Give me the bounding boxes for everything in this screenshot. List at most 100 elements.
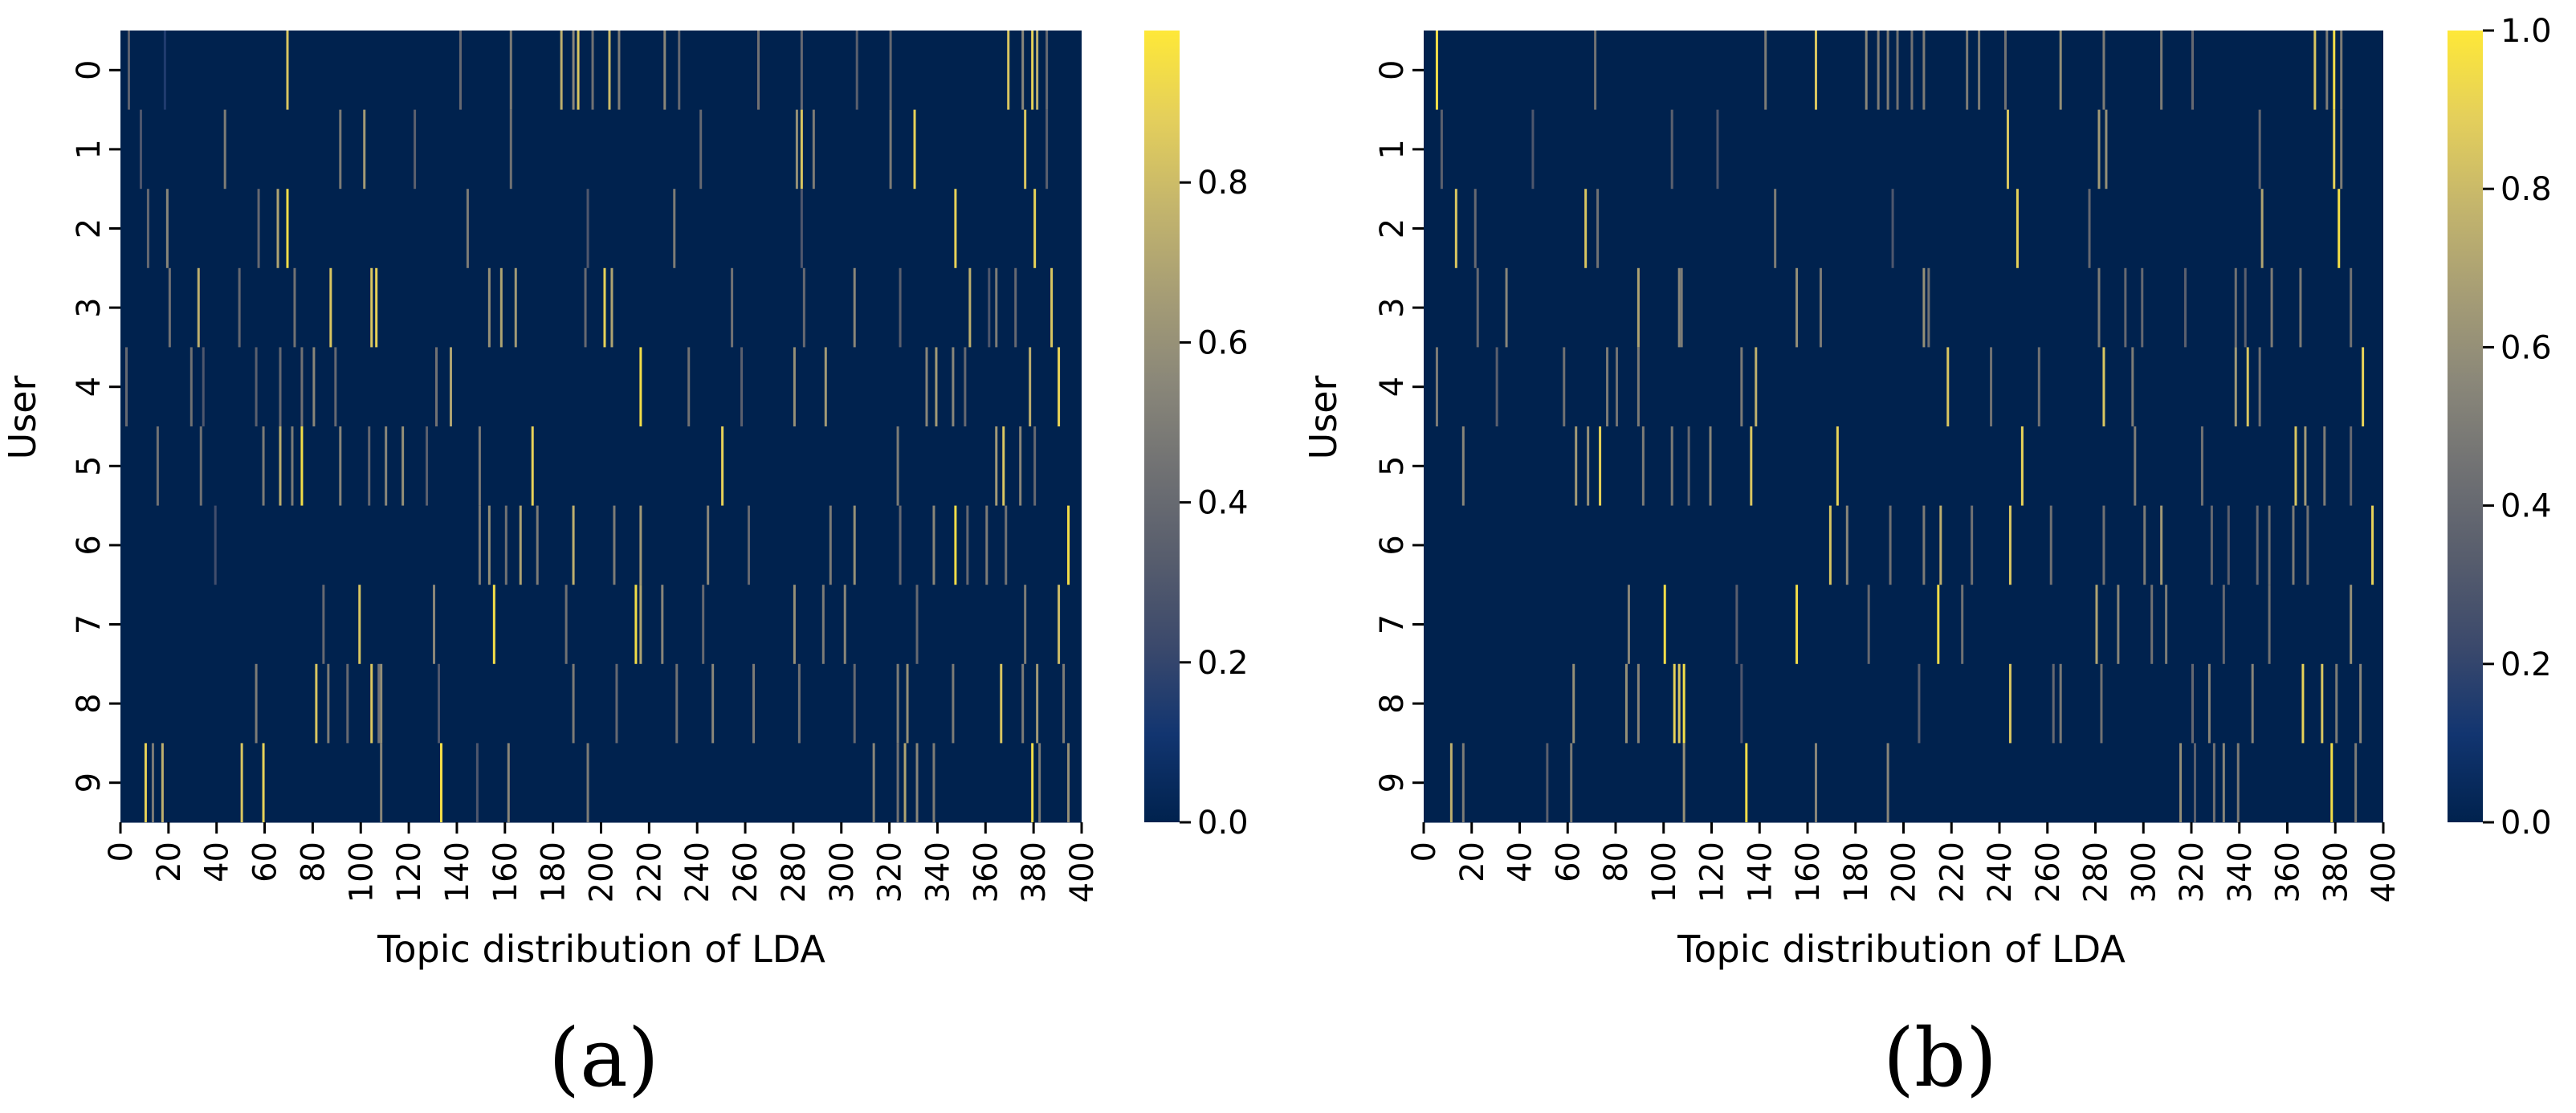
heatmap-cell [199, 426, 202, 506]
heatmap-cell [1599, 426, 1602, 506]
heatmap-cell [2354, 743, 2358, 822]
heatmap-cell [1461, 426, 1465, 506]
heatmap-cell [954, 189, 957, 268]
heatmap-cell [2323, 426, 2326, 506]
heatmap-cell [2359, 663, 2362, 744]
heatmap-cell [163, 31, 166, 110]
heatmap-cell [2256, 505, 2259, 585]
heatmap-cell [1021, 663, 1025, 744]
heatmap-cell [286, 189, 289, 268]
heatmap-cell [1636, 267, 1640, 348]
heatmap-cell [414, 109, 417, 190]
heatmap-cell [2350, 267, 2353, 348]
heatmap-cell [2260, 189, 2264, 268]
x-tick-label: 320 [872, 842, 909, 903]
x-tick-label: 20 [151, 842, 188, 883]
heatmap-cell [375, 267, 378, 348]
y-tick-label: 7 [1374, 614, 1411, 634]
heatmap-cell [293, 267, 296, 348]
colorbar-tick-label: 1.0 [2501, 13, 2552, 50]
heatmap-cell [2016, 189, 2019, 268]
y-tick-label: 2 [71, 218, 108, 238]
x-tick-label: 0 [103, 842, 140, 862]
heatmap-cell [1845, 505, 1848, 585]
heatmap-cell [1067, 505, 1070, 585]
heatmap-cell [985, 505, 988, 585]
heatmap-cell [380, 743, 383, 822]
heatmap-cell [2212, 743, 2215, 822]
heatmap-cell [466, 189, 469, 268]
heatmap-cell [800, 109, 803, 190]
heatmap-cell [401, 426, 405, 506]
heatmap-cell [2294, 426, 2297, 506]
heatmap-cell [190, 347, 193, 426]
heatmap-row-8 [1424, 663, 2383, 744]
y-tick-label: 5 [1374, 456, 1411, 476]
heatmap-cell [2251, 663, 2254, 744]
heatmap-cell [740, 347, 744, 426]
heatmap-cell [509, 31, 512, 110]
heatmap-cell [255, 663, 258, 744]
heatmap-cell [964, 347, 967, 426]
heatmap-cell [214, 505, 217, 585]
heatmap-cell [2301, 663, 2305, 744]
heatmap-row-6 [1424, 505, 2383, 585]
heatmap-cell [385, 426, 388, 506]
colorbar-tick-label: 0.6 [2501, 329, 2552, 366]
heatmap-cell [988, 267, 991, 348]
heatmap-cell [1745, 743, 1748, 822]
heatmap-cell [1021, 31, 1025, 110]
heatmap-cell [339, 109, 342, 190]
heatmap-cell [1050, 267, 1054, 348]
heatmap-cell [1596, 189, 1600, 268]
heatmap-row-2 [120, 189, 1082, 269]
heatmap-cell [1918, 663, 1921, 744]
y-tick-label: 0 [71, 60, 108, 80]
heatmap-cell [279, 347, 282, 426]
x-tick-label: 20 [1454, 842, 1491, 883]
heatmap-cell [952, 663, 955, 744]
heatmap-cell [812, 109, 815, 190]
panel-b: 0 1 2 3 4 5 6 7 8 9 0 20 40 60 80 100 120 140 160 180 200 22… [1302, 13, 2552, 1105]
heatmap-cell [156, 426, 159, 506]
heatmap-cell [492, 585, 495, 664]
y-tick-label: 4 [1374, 377, 1411, 397]
heatmap-cell [793, 585, 796, 664]
heatmap-cell [1563, 347, 1566, 426]
heatmap-cell [2160, 31, 2163, 110]
colorbar-tick-label: 0.2 [2501, 646, 2552, 683]
heatmap-cell [1922, 505, 1926, 585]
heatmap-cell [459, 31, 462, 110]
heatmap-cell [2258, 109, 2261, 190]
heatmap-cell [2313, 31, 2317, 110]
heatmap-cell [2102, 347, 2105, 426]
heatmap-cell [1961, 585, 1964, 664]
y-tick-label: 6 [1374, 535, 1411, 555]
heatmap-cell [1971, 505, 1974, 585]
heatmap-cell [802, 267, 805, 348]
heatmap-cell [995, 426, 998, 506]
heatmap-cell [1058, 347, 1061, 426]
heatmap-cell [2184, 267, 2187, 348]
heatmap-row-1 [120, 109, 1082, 190]
y-axis-b: 0 1 2 3 4 5 6 7 8 9 [1374, 60, 1424, 793]
heatmap-cell [1058, 585, 1061, 664]
heatmap-cell [1867, 585, 1870, 664]
heatmap-cell [2246, 347, 2249, 426]
heatmap-cell [1584, 189, 1588, 268]
x-tick-label: 160 [1790, 842, 1827, 903]
heatmap-cell [368, 426, 371, 506]
x-tick-label: 380 [2317, 842, 2354, 903]
heatmap-cell [449, 347, 452, 426]
heatmap-cell [1029, 347, 1032, 426]
heatmap-cell [2105, 109, 2108, 190]
heatmap-cell [1627, 585, 1630, 664]
heatmap-cell [896, 663, 899, 744]
x-tick-label: 80 [295, 842, 332, 883]
x-tick-label: 360 [968, 842, 1005, 903]
x-tick-label: 220 [1934, 842, 1971, 903]
heatmap-cell [572, 505, 575, 585]
heatmap-cell [2097, 267, 2101, 348]
heatmap-row-4 [1424, 347, 2383, 427]
